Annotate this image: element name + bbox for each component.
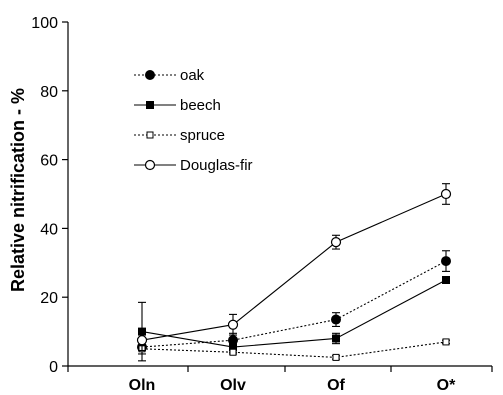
legend-label: oak bbox=[180, 67, 205, 84]
legend-label: beech bbox=[180, 97, 221, 114]
data-point bbox=[442, 276, 450, 284]
axes: 0 20 40 60 80 100 Oln Olv Of O* bbox=[31, 15, 493, 394]
series-line bbox=[141, 193, 447, 341]
legend-label: spruce bbox=[180, 127, 225, 144]
series-line bbox=[141, 279, 447, 348]
legend-marker bbox=[144, 159, 156, 171]
legend-label: Douglas-fir bbox=[180, 157, 253, 174]
legend-item: oak bbox=[134, 67, 205, 84]
x-category-label: Olv bbox=[220, 377, 246, 394]
series-beech bbox=[138, 276, 450, 362]
data-point bbox=[441, 256, 451, 267]
data-point bbox=[331, 314, 341, 325]
data-point bbox=[136, 335, 148, 346]
series-layer bbox=[136, 183, 452, 362]
x-category-label: Of bbox=[327, 377, 345, 394]
legend-item: spruce bbox=[134, 127, 225, 144]
y-tick-label: 100 bbox=[31, 15, 58, 32]
series-douglas-fir bbox=[136, 183, 452, 352]
data-point bbox=[332, 353, 340, 361]
x-category-label: O* bbox=[437, 377, 456, 394]
y-tick-label: 80 bbox=[40, 84, 58, 101]
y-tick-label: 40 bbox=[40, 221, 58, 238]
legend-item: beech bbox=[134, 97, 221, 114]
legend-item: Douglas-fir bbox=[134, 157, 253, 174]
legend-marker bbox=[145, 70, 155, 80]
y-tick-label: 20 bbox=[40, 290, 58, 307]
data-point bbox=[229, 348, 237, 356]
data-point bbox=[442, 338, 450, 346]
legend-marker bbox=[146, 101, 154, 109]
legend: oak beech spruce Douglas-fir bbox=[134, 67, 253, 174]
y-tick-label: 60 bbox=[40, 153, 58, 170]
data-point bbox=[227, 319, 239, 330]
x-category-label: Oln bbox=[129, 377, 156, 394]
data-point bbox=[330, 237, 342, 248]
legend-marker bbox=[146, 131, 154, 139]
series-line bbox=[141, 260, 447, 348]
y-axis-title: Relative nitrification - % bbox=[8, 88, 28, 292]
y-tick-label: 0 bbox=[49, 359, 58, 376]
data-point bbox=[332, 334, 340, 343]
data-point bbox=[440, 188, 452, 200]
series-line bbox=[141, 341, 447, 358]
